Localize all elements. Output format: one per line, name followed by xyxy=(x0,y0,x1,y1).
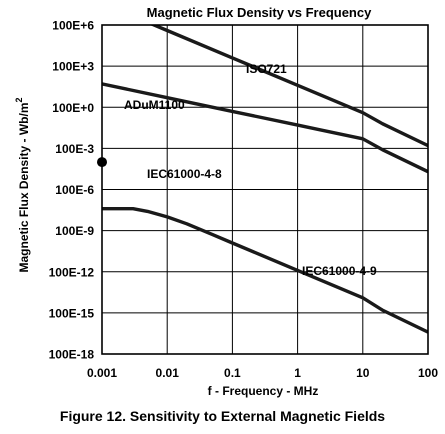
y-axis-label-superscript: 2 xyxy=(14,97,24,102)
y-tick-label: 100E-9 xyxy=(55,224,94,238)
series-label-iec61000-4-8: IEC61000-4-8 xyxy=(147,167,222,181)
x-axis-label: f - Frequency - MHz xyxy=(208,384,319,398)
y-axis-label: Magnetic Flux Density - Wb/m2 xyxy=(14,97,31,272)
x-tick-label: 10 xyxy=(356,366,370,380)
y-tick-label: 100E-12 xyxy=(49,265,95,279)
series-label-adum1100: ADuM1100 xyxy=(124,98,185,112)
x-tick-label: 100 xyxy=(418,366,438,380)
y-tick-label: 100E-18 xyxy=(49,348,95,362)
series-line-iso721 xyxy=(149,25,428,148)
series-label-iec61000-4-9: IEC61000-4-9 xyxy=(302,264,377,278)
series-line-iec61000-4-9 xyxy=(102,207,428,334)
series-labels: ISO721 ADuM1100 IEC61000-4-8 IEC61000-4-9 xyxy=(124,62,377,278)
series-lines xyxy=(97,25,428,334)
x-tick-label: 1 xyxy=(294,366,301,380)
figure-caption: Figure 12. Sensitivity to External Magne… xyxy=(59,408,386,424)
y-tick-label: 100E-15 xyxy=(49,306,95,320)
x-tick-label: 0.1 xyxy=(224,366,241,380)
y-tick-label: 100E+6 xyxy=(52,19,94,33)
y-tick-label: 100E-6 xyxy=(55,183,94,197)
x-tick-label: 0.01 xyxy=(156,366,180,380)
y-tick-label: 100E+3 xyxy=(52,60,94,74)
grid xyxy=(102,25,428,354)
y-tick-label: 100E+0 xyxy=(52,101,94,115)
chart-title: Magnetic Flux Density vs Frequency xyxy=(147,5,372,20)
plot-frame xyxy=(101,24,429,355)
x-tick-label: 0.001 xyxy=(87,366,117,380)
chart: Magnetic Flux Density vs Frequency 0.001… xyxy=(14,5,438,398)
y-tick-labels: 100E+6 100E+3 100E+0 100E-3 100E-6 100E-9 100E… xyxy=(49,19,95,362)
y-axis-label-text: Magnetic Flux Density - Wb/m xyxy=(17,103,31,273)
y-tick-label: 100E-3 xyxy=(55,142,94,156)
series-line-adum1100 xyxy=(102,82,428,174)
series-label-iso721: ISO721 xyxy=(246,62,287,76)
x-tick-labels: 0.001 0.01 0.1 1 10 100 xyxy=(87,366,438,380)
